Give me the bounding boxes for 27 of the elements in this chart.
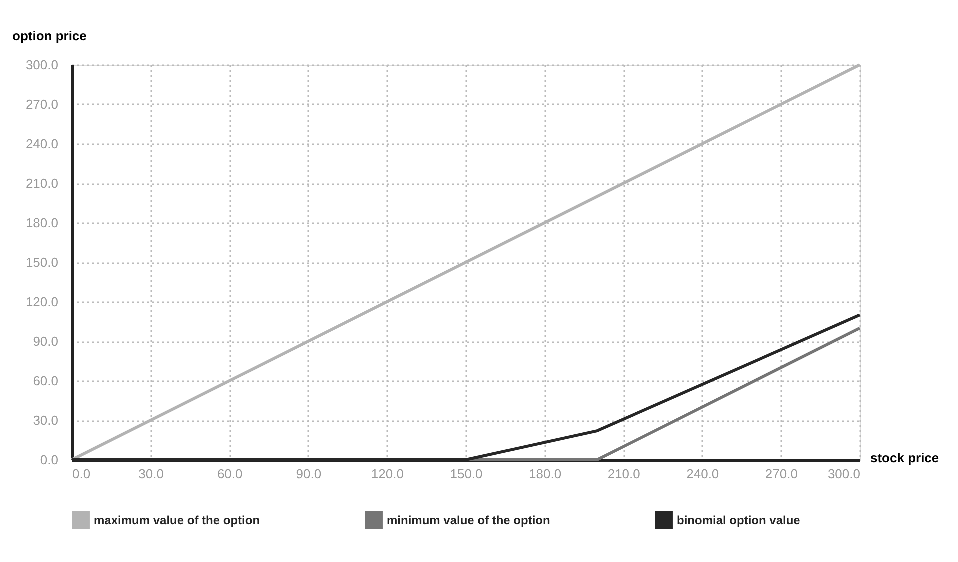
x-tick-label: 0.0 [72, 466, 91, 482]
y-tick-label: 60.0 [33, 374, 58, 388]
y-tick-label: 180.0 [26, 216, 58, 230]
x-tick-label: 90.0 [296, 466, 322, 482]
y-tick-label: 240.0 [26, 136, 58, 152]
y-tick-label: 210.0 [26, 176, 58, 191]
y-tick-label: 0.0 [40, 452, 58, 468]
y-tick-label: 270.0 [26, 97, 58, 112]
x-tick-label: 210.0 [608, 466, 640, 482]
x-tick-label: 180.0 [529, 466, 562, 482]
y-tick-label: 90.0 [33, 334, 58, 349]
x-tick-label: 120.0 [371, 466, 404, 482]
y-tick-label: 150.0 [26, 255, 58, 270]
x-tick-label: 300.0 [828, 466, 860, 482]
x-tick-label: 60.0 [217, 466, 243, 482]
x-tick-label: 270.0 [765, 466, 798, 482]
x-tick-label: 30.0 [138, 466, 164, 482]
legend-label: binomial option value [677, 513, 801, 528]
y-tick-label: 30.0 [33, 413, 58, 428]
x-tick-label: 150.0 [450, 466, 483, 482]
x-tick-label: 240.0 [686, 466, 720, 482]
y-axis-title: option price [12, 28, 87, 44]
legend-label: minimum value of the option [387, 513, 550, 528]
legend-label: maximum value of the option [94, 513, 260, 528]
x-axis-title: stock price [870, 450, 940, 466]
y-tick-label: 120.0 [26, 294, 58, 310]
y-tick-label: 300.0 [26, 58, 58, 72]
